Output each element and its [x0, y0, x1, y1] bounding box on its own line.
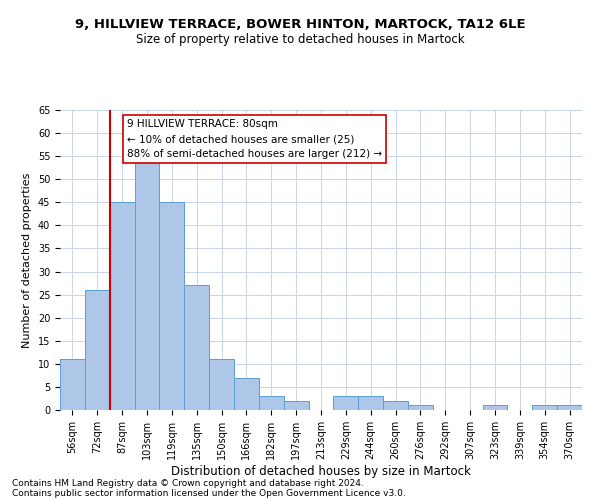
Bar: [408, 406, 433, 410]
Bar: [184, 286, 209, 410]
Bar: [85, 290, 110, 410]
Bar: [60, 359, 85, 410]
Text: Size of property relative to detached houses in Martock: Size of property relative to detached ho…: [136, 32, 464, 46]
Bar: [110, 202, 134, 410]
Text: Contains public sector information licensed under the Open Government Licence v3: Contains public sector information licen…: [12, 488, 406, 498]
Text: Contains HM Land Registry data © Crown copyright and database right 2024.: Contains HM Land Registry data © Crown c…: [12, 478, 364, 488]
Bar: [209, 359, 234, 410]
X-axis label: Distribution of detached houses by size in Martock: Distribution of detached houses by size …: [171, 464, 471, 477]
Y-axis label: Number of detached properties: Number of detached properties: [22, 172, 32, 348]
Bar: [532, 406, 557, 410]
Bar: [134, 156, 160, 410]
Bar: [234, 378, 259, 410]
Bar: [160, 202, 184, 410]
Bar: [383, 401, 408, 410]
Bar: [358, 396, 383, 410]
Text: 9, HILLVIEW TERRACE, BOWER HINTON, MARTOCK, TA12 6LE: 9, HILLVIEW TERRACE, BOWER HINTON, MARTO…: [74, 18, 526, 30]
Bar: [557, 406, 582, 410]
Text: 9 HILLVIEW TERRACE: 80sqm
← 10% of detached houses are smaller (25)
88% of semi-: 9 HILLVIEW TERRACE: 80sqm ← 10% of detac…: [127, 119, 382, 159]
Bar: [284, 401, 308, 410]
Bar: [482, 406, 508, 410]
Bar: [334, 396, 358, 410]
Bar: [259, 396, 284, 410]
